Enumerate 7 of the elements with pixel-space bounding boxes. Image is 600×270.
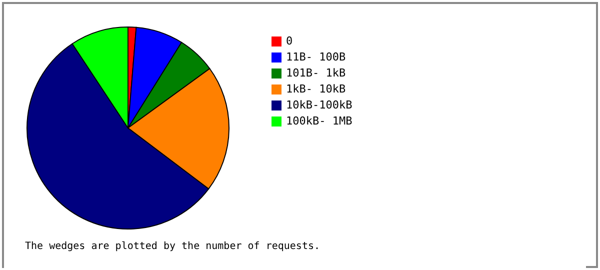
legend-label: 1kB- 10kB xyxy=(286,82,346,96)
legend-label: 11B- 100B xyxy=(286,50,346,64)
legend-label: 100kB- 1MB xyxy=(286,114,353,128)
legend-label: 0 xyxy=(286,34,293,48)
text: The wedges are plotted by the number of requests. xyxy=(25,241,320,252)
legend-label: 101B- 1kB xyxy=(286,66,346,80)
legend-label: 10kB-100kB xyxy=(286,98,353,112)
